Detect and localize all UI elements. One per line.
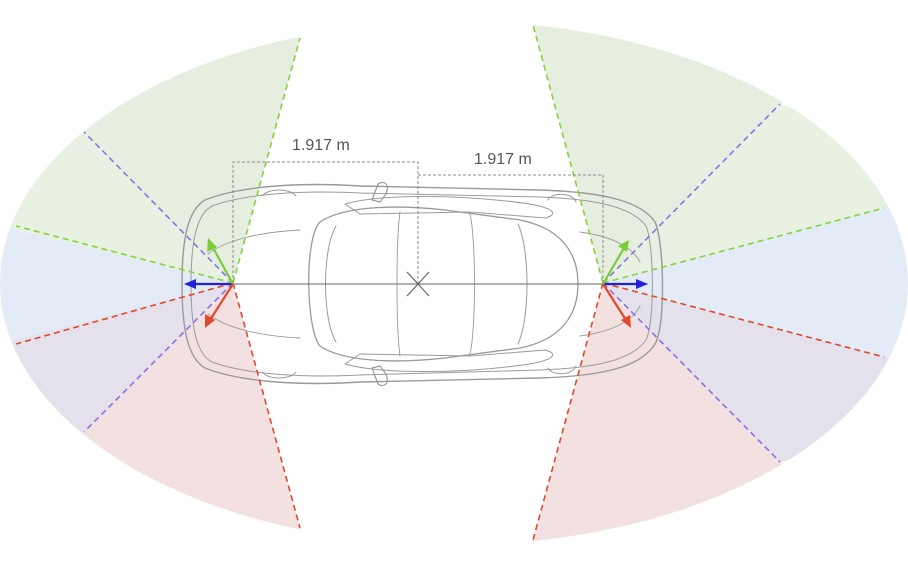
left-sensor-boundaries xyxy=(15,37,301,529)
car-hood-line-top xyxy=(579,231,641,263)
right-red-boundary-mid xyxy=(602,282,885,358)
left-dimension-bracket xyxy=(232,161,419,283)
right-red-arrowhead xyxy=(621,315,631,328)
right-sensor-axes xyxy=(602,240,648,328)
right-green-boundary-up xyxy=(532,24,604,284)
left-dimension-label: 1.917 m xyxy=(292,137,350,154)
car-mirror-bottom xyxy=(371,365,388,387)
car-body-outline xyxy=(181,183,664,385)
car-wheel-rear-top xyxy=(261,189,297,197)
left-green-boundary-up xyxy=(232,37,301,284)
dimension-lines xyxy=(232,161,604,283)
car-wheel-front-top xyxy=(547,193,577,203)
car-wheel-rear-bottom xyxy=(261,371,297,379)
right-blue-arrowhead xyxy=(636,279,648,289)
car-cabin xyxy=(308,206,579,362)
right-zone-green-lower xyxy=(603,104,908,283)
left-sensor-axes xyxy=(184,238,234,328)
left-green-boundary-mid xyxy=(15,225,234,284)
left-zone-blue xyxy=(0,226,233,344)
left-blue-arrowhead xyxy=(184,279,196,289)
right-green-axis xyxy=(602,247,625,285)
right-purple-boundary-down xyxy=(602,282,781,463)
sensor-zones xyxy=(0,25,908,545)
right-red-boundary-down xyxy=(532,282,604,541)
right-red-axis xyxy=(602,283,627,321)
left-green-arrowhead xyxy=(207,238,217,252)
right-dimension-bracket xyxy=(418,174,604,283)
left-red-boundary-mid xyxy=(15,282,234,345)
car-top-view xyxy=(181,181,664,387)
x-cross-icon xyxy=(406,271,430,297)
right-sensor-boundaries xyxy=(532,24,885,541)
right-green-arrowhead xyxy=(618,240,629,252)
right-dimension-label: 1.917 m xyxy=(474,151,532,168)
car-trunk-line-bottom xyxy=(207,313,301,339)
car-mirror-top xyxy=(371,181,388,203)
right-purple-boundary-up xyxy=(602,103,781,284)
right-zone-blue xyxy=(603,207,908,360)
right-zone-purple xyxy=(603,283,908,462)
left-green-axis xyxy=(211,245,234,285)
left-purple-boundary-down xyxy=(83,282,234,433)
left-red-arrowhead xyxy=(205,314,215,328)
left-purple-boundary-up xyxy=(83,131,234,284)
left-red-boundary-down xyxy=(232,282,301,529)
left-red-axis xyxy=(209,283,234,321)
car-wheel-front-bottom xyxy=(547,365,577,375)
right-green-boundary-mid xyxy=(602,207,885,284)
car-body-inner xyxy=(190,191,653,377)
